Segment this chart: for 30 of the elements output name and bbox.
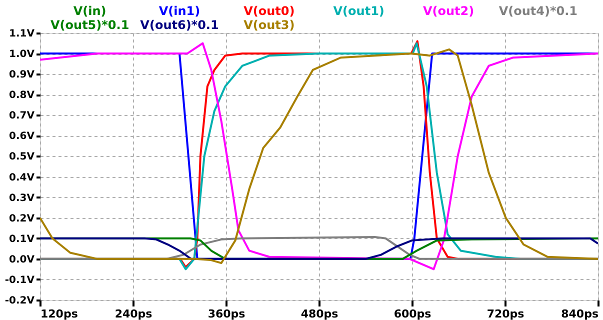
y-tick-label: -0.1V (4, 274, 35, 286)
y-tick-label: 0.8V (9, 90, 35, 102)
x-tick-label: 600ps (394, 308, 432, 320)
y-tick-label: -0.2V (4, 296, 35, 306)
y-tick-label: 0.5V (9, 152, 35, 163)
text: V(out2) (422, 4, 474, 18)
y-tick-label: 0.7V (9, 110, 35, 122)
y-tick-label: 1.0V (9, 49, 35, 60)
text: V(in1) (158, 4, 200, 18)
y-tick-label: 0.0V (9, 254, 35, 266)
text: V(out0) (244, 4, 295, 18)
text: V(out6)*0.1 (140, 18, 219, 32)
text: V(out3) (244, 18, 295, 32)
y-tick-label: 1.1V (9, 28, 35, 40)
x-tick-label: 840ps (561, 308, 599, 320)
y-tick-label: 0.4V (9, 172, 35, 184)
x-tick-label: 360ps (208, 308, 246, 320)
y-tick-label: 0.1V (9, 234, 35, 245)
x-tick-label: 120ps (40, 308, 78, 320)
text: V(out5)*0.1 (50, 18, 130, 32)
y-tick-label: 0.9V (9, 70, 35, 81)
x-tick-label: 240ps (114, 308, 153, 320)
y-tick-label: 0.6V (9, 131, 35, 142)
text: V(out4)*0.1 (498, 4, 578, 18)
legend-label: V(in) (73, 4, 106, 18)
text: V(out1) (333, 4, 384, 18)
y-tick-label: 0.3V (9, 192, 35, 204)
x-tick-label: 480ps (300, 308, 339, 320)
y-tick-label: 0.2V (9, 213, 35, 224)
x-tick-label: 720ps (486, 308, 525, 320)
